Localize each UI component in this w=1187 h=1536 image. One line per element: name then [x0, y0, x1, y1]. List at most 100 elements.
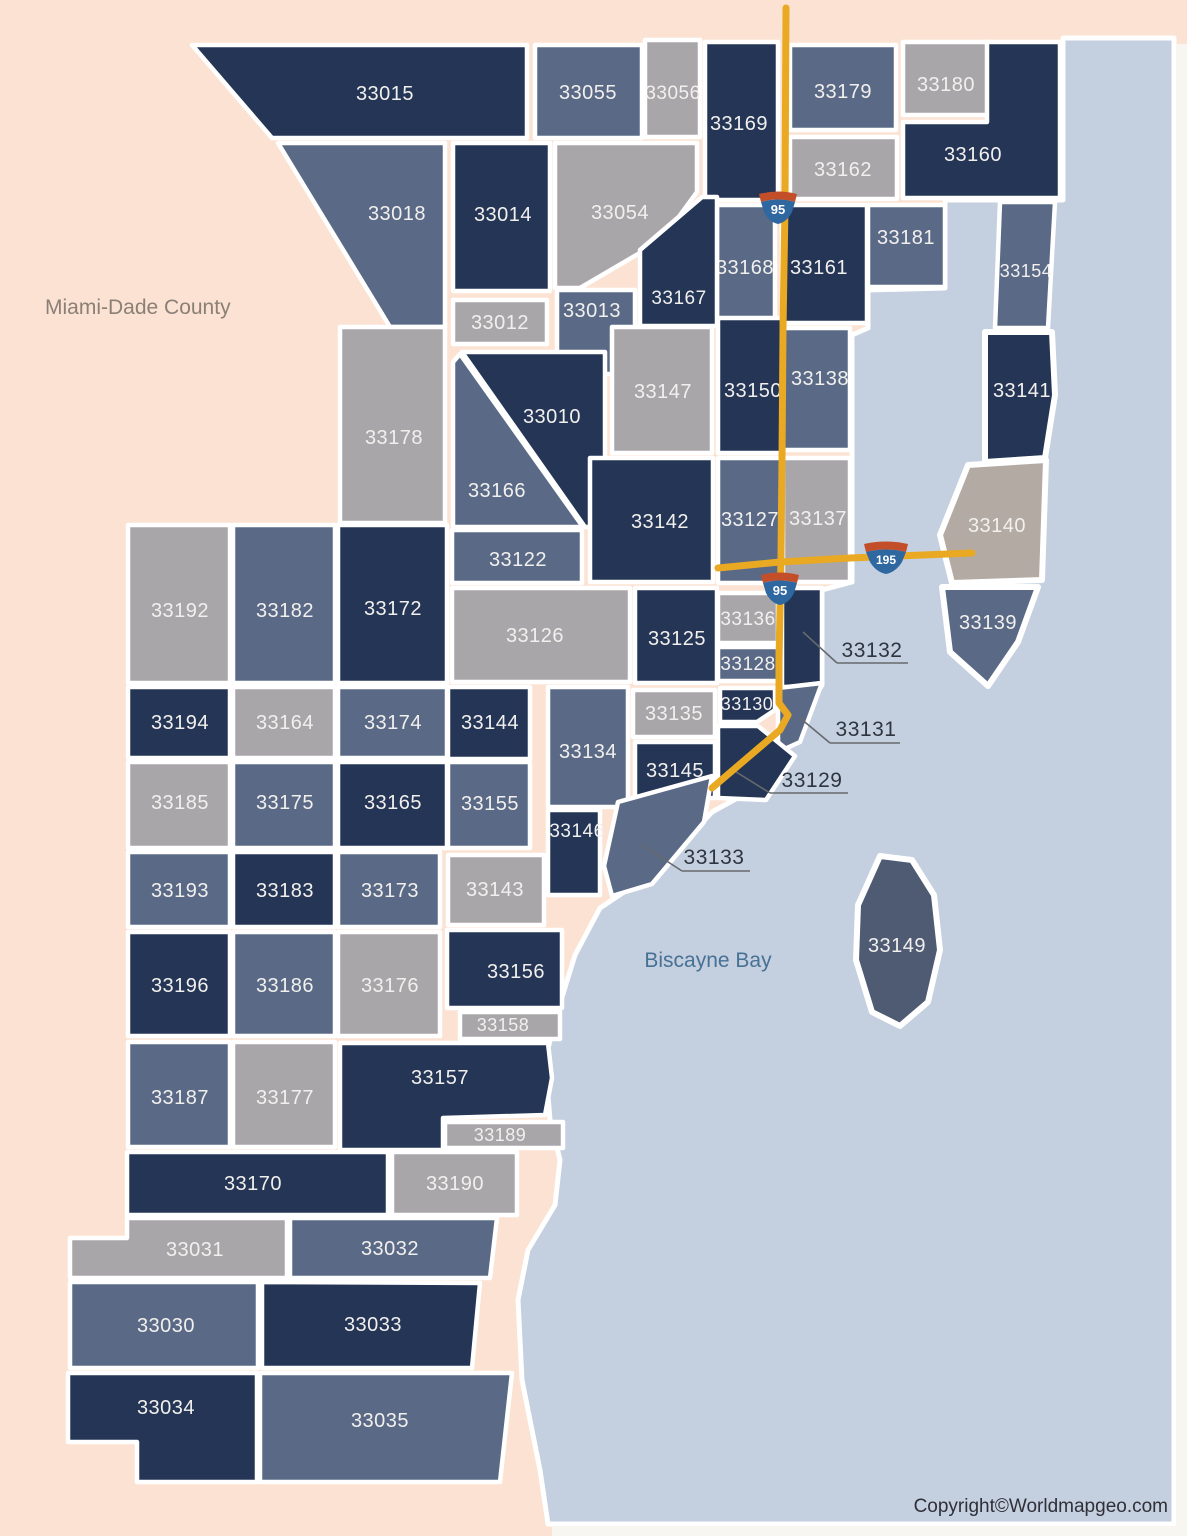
zip-region-33056: 33056 [642, 37, 703, 140]
zip-region-33176: 33176 [335, 929, 443, 1039]
zip-label: 33056 [645, 83, 700, 104]
zip-shape [609, 324, 715, 456]
zip-label: 33012 [471, 312, 529, 334]
zip-callout-label: 33132 [842, 639, 903, 662]
zip-shape [230, 684, 338, 761]
zip-shape [67, 1279, 261, 1371]
shield-number: 95 [773, 583, 787, 598]
shield-number: 95 [771, 202, 785, 217]
zip-label: 33182 [256, 600, 314, 622]
zip-region-33131: 33131 [775, 680, 900, 755]
zip-region-33015: 33015 [189, 42, 530, 141]
zip-shape [715, 644, 781, 684]
zip-region-33141: 33141 [982, 329, 1058, 465]
zip-label: 33031 [166, 1239, 224, 1261]
zip-shape [65, 1370, 260, 1485]
zip-label: 33154 [1000, 261, 1053, 281]
zip-shape [259, 1279, 483, 1371]
zip-shape [457, 1009, 563, 1042]
zip-shape [230, 929, 338, 1039]
zip-region-33162: 33162 [787, 134, 900, 202]
zip-shape [445, 759, 533, 851]
zip-shape [335, 849, 443, 930]
zip-label: 33160 [944, 144, 1002, 166]
zip-label: 33033 [344, 1314, 402, 1336]
zip-shape [287, 1215, 500, 1281]
county-label: Miami-Dade County [45, 296, 231, 319]
zip-region-33030: 33030 [67, 1279, 261, 1371]
zip-shape [230, 1039, 338, 1150]
zip-shape [442, 1119, 566, 1151]
zip-label: 33139 [959, 612, 1017, 634]
zip-region-33170: 33170 [124, 1149, 391, 1218]
zip-region-33126: 33126 [449, 585, 633, 685]
zip-label: 33128 [720, 654, 775, 675]
zip-shape [445, 852, 547, 928]
zip-region-33182: 33182 [230, 522, 338, 686]
zip-label: 33176 [361, 975, 419, 997]
zip-shape [444, 927, 565, 1011]
zip-shape [125, 684, 233, 761]
zip-region-33031: 33031 [67, 1215, 290, 1281]
zip-region-33149: 33149 [853, 853, 943, 1029]
zip-region-33055: 33055 [532, 42, 645, 141]
bay-label: Biscayne Bay [644, 949, 772, 972]
zip-region-33179: 33179 [787, 42, 899, 133]
zip-shape [702, 39, 781, 203]
zip-region-33130: 33130 [717, 685, 778, 725]
shield-blue-body [866, 549, 906, 574]
zip-shape [450, 140, 553, 294]
i195-shield: 195 [864, 541, 908, 574]
zip-callout-label: 33129 [782, 769, 843, 792]
zip-label: 33168 [716, 257, 774, 279]
zip-label: 33178 [365, 427, 423, 449]
zip-label: 33181 [877, 227, 935, 249]
zip-shape [545, 807, 603, 898]
zip-label: 33127 [721, 509, 779, 531]
zip-region-33194: 33194 [125, 684, 233, 761]
zip-label: 33164 [256, 712, 314, 734]
zip-shape [900, 39, 1063, 201]
copyright-label: Copyright©Worldmapgeo.com [914, 1496, 1168, 1517]
zip-region-33014: 33014 [450, 140, 553, 294]
zip-shape [992, 199, 1058, 331]
zip-label: 33166 [468, 480, 526, 502]
zip-label: 33177 [256, 1087, 314, 1109]
zip-shape [632, 585, 720, 686]
zip-shape [389, 1149, 520, 1218]
zip-label: 33157 [411, 1067, 469, 1089]
zip-region-33150: 33150 [715, 315, 785, 456]
zip-region-33035: 33035 [257, 1370, 515, 1485]
zip-label: 33130 [721, 694, 774, 714]
i95-shield: 95 [759, 191, 797, 224]
zip-label: 33010 [523, 406, 581, 428]
zip-callout-label: 33131 [836, 718, 897, 741]
zip-region-33173: 33173 [335, 849, 443, 930]
zip-label: 33014 [474, 204, 532, 226]
zip-label: 33196 [151, 975, 209, 997]
zip-label: 33193 [151, 880, 209, 902]
zip-label: 33185 [151, 792, 209, 814]
zip-shape [449, 527, 585, 586]
zip-shape [642, 37, 703, 140]
zip-shape [787, 42, 899, 133]
zip-label: 33175 [256, 792, 314, 814]
zip-shape [630, 687, 718, 740]
zip-label: 33145 [646, 760, 704, 782]
zip-label: 33180 [917, 74, 975, 96]
zip-label: 33034 [137, 1397, 195, 1419]
zip-shape [601, 773, 715, 899]
zip-region-33142: 33142 [587, 455, 716, 585]
zip-region-33186: 33186 [230, 929, 338, 1039]
zip-label: 33140 [968, 515, 1026, 537]
zip-label: 33169 [710, 113, 768, 135]
zip-region-33181: 33181 [865, 202, 948, 290]
zip-region-33174: 33174 [335, 684, 450, 761]
zip-region-33158: 33158 [457, 1009, 563, 1042]
zip-shape [125, 1039, 233, 1150]
page-edge-bottom [552, 1526, 1187, 1536]
zip-region-33132: 33132 [779, 585, 908, 690]
zip-region-33138: 33138 [780, 325, 853, 453]
zip-label: 33187 [151, 1087, 209, 1109]
zip-region-33139: 33139 [939, 584, 1041, 689]
